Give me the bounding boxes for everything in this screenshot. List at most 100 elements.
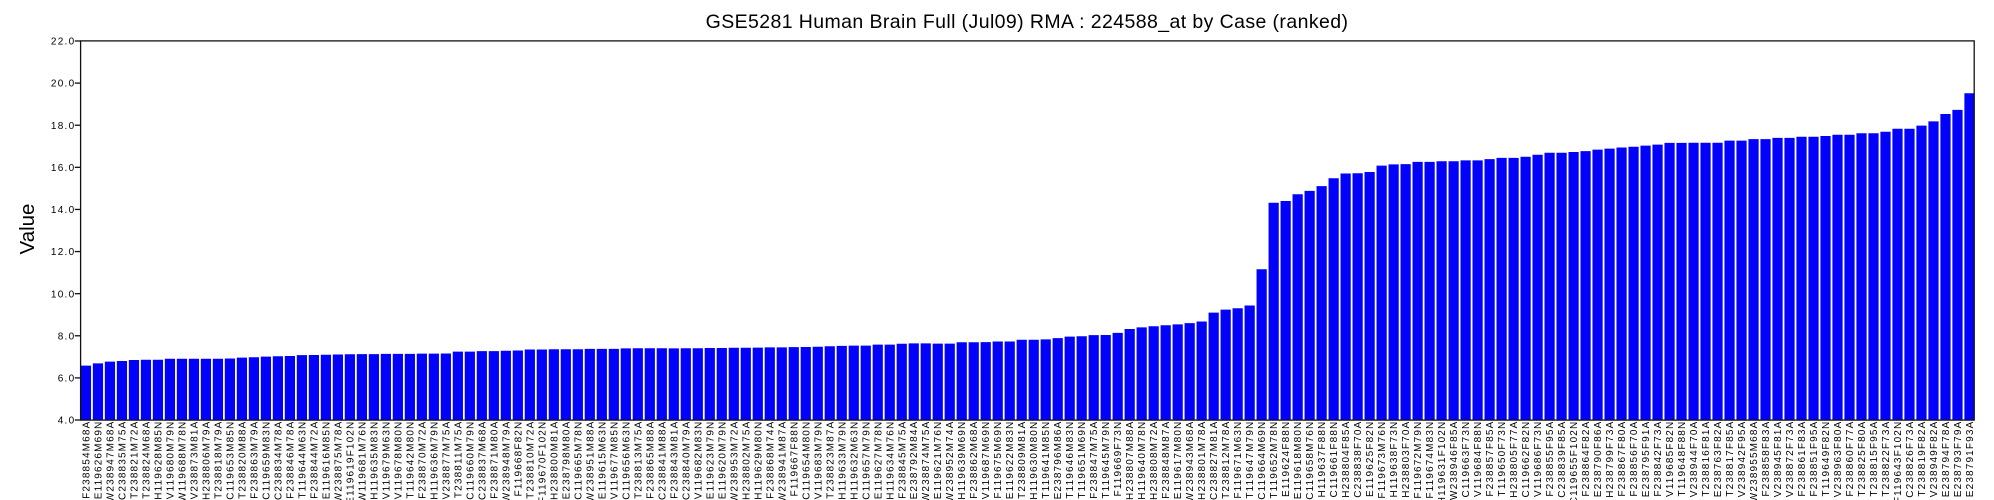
svg-text:F238848M87A: F238848M87A [1161,421,1172,499]
svg-text:10.0: 10.0 [51,289,76,300]
svg-text:C119657M79N: C119657M79N [861,421,872,500]
svg-text:C119654M80N: C119654M80N [801,421,812,500]
svg-text:W238875M78A: W238875M78A [333,421,344,500]
svg-text:C119664M69N: C119664M69N [1257,421,1268,500]
svg-text:E238790F86A: E238790F86A [1593,421,1604,498]
svg-text:F119643F102N: F119643F102N [1893,421,1904,500]
svg-text:C119653M85N: C119653M85N [225,421,236,500]
svg-text:C119659M83N: C119659M83N [261,421,272,500]
svg-text:W238952M74A: W238952M74A [945,421,956,500]
svg-text:F119673M76N: F119673M76N [1377,421,1388,499]
svg-text:H119634M76N: H119634M76N [885,421,896,500]
svg-text:V119682M83N: V119682M83N [693,421,704,500]
svg-text:T238825F80A: T238825F80A [1857,421,1868,497]
svg-text:20.0: 20.0 [51,79,76,90]
svg-text:W238946F85A: W238946F85A [1449,421,1460,500]
svg-text:16.0: 16.0 [51,163,76,174]
svg-text:E238792M84A: E238792M84A [909,421,920,500]
svg-text:E238791F93A: E238791F93A [1965,421,1976,498]
svg-text:W238874M75A: W238874M75A [921,421,932,500]
svg-text:C238835M75A: C238835M75A [117,421,128,500]
svg-text:T238815F95A: T238815F95A [1869,421,1880,497]
svg-text:H238799F73A: H238799F73A [1605,421,1616,498]
svg-text:V119683M79N: V119683M79N [813,421,824,500]
svg-text:V119680M79N: V119680M79N [165,421,176,500]
svg-text:C238826F73A: C238826F73A [1905,421,1916,498]
svg-text:H119629M80N: H119629M80N [753,421,764,500]
svg-text:F238843M81A: F238843M81A [669,421,680,499]
svg-text:F238860F77A: F238860F77A [1845,421,1856,497]
svg-text:F119667F88N: F119667F88N [789,421,800,497]
svg-text:V238949F82A: V238949F82A [1929,421,1940,498]
svg-text:V238944F70A: V238944F70A [1689,421,1700,498]
svg-text:T119641M85N: T119641M85N [1041,421,1052,499]
svg-text:T119649F82N: T119649F82N [1821,421,1832,497]
svg-text:C119663F73N: C119663F73N [1461,421,1472,498]
svg-text:W238941M87A: W238941M87A [777,421,788,500]
svg-text:T238818M79A: T238818M79A [213,421,224,499]
svg-text:W238955M68A: W238955M68A [1749,421,1760,500]
svg-text:E238794F78A: E238794F78A [1941,421,1952,498]
svg-text:V238963F80A: V238963F80A [1833,421,1844,498]
svg-text:T238810M72A: T238810M72A [525,421,536,499]
svg-text:E119620M79N: E119620M79N [717,421,728,500]
svg-text:T119650F73N: T119650F73N [1497,421,1508,497]
svg-text:E238796M86A: E238796M86A [1053,421,1064,500]
svg-text:F119670F102N: F119670F102N [537,421,548,500]
svg-text:F238870M72A: F238870M72A [417,421,428,499]
svg-text:E119618M80N: E119618M80N [1293,421,1304,500]
svg-text:H119639M69N: H119639M69N [957,421,968,500]
svg-text:C119656M63N: C119656M63N [621,421,632,500]
svg-text:C238839F85A: C238839F85A [1557,421,1568,498]
svg-text:4.0: 4.0 [58,416,76,427]
svg-text:V119685F82N: V119685F82N [1665,421,1676,497]
svg-text:T238823M87A: T238823M87A [825,421,836,499]
svg-text:C238841M88A: C238841M88A [657,421,668,500]
svg-text:F238851F95A: F238851F95A [1809,421,1820,497]
svg-text:H238801M78A: H238801M78A [1197,421,1208,500]
svg-text:F238871M80A: F238871M80A [489,421,500,499]
svg-text:H238802M75A: H238802M75A [741,421,752,500]
svg-text:F238862M68A: F238862M68A [969,421,980,499]
svg-text:H238806M79A: H238806M79A [201,421,212,500]
svg-text:F238868M74A: F238868M74A [765,421,776,499]
svg-text:E238763F82A: E238763F82A [1713,421,1724,498]
svg-text:E238795F91A: E238795F91A [1641,421,1652,498]
svg-text:V119679M63N: V119679M63N [381,421,392,500]
svg-text:H119632M63N: H119632M63N [849,421,860,500]
svg-text:C119660M79N: C119660M79N [465,421,476,500]
svg-text:E119616M85N: E119616M85N [321,421,332,500]
svg-text:T238821M72A: T238821M72A [129,421,140,499]
svg-text:T119645M79N: T119645M79N [1101,421,1112,499]
svg-text:H238805F77A: H238805F77A [1509,421,1520,498]
svg-text:H119636M79N: H119636M79N [429,421,440,500]
svg-text:T238817F85A: T238817F85A [1725,421,1736,497]
svg-text:E119626M69N: E119626M69N [93,421,104,500]
svg-text:T238812M78A: T238812M78A [1221,421,1232,499]
svg-text:6.0: 6.0 [58,373,76,384]
svg-text:E119619F102N: E119619F102N [345,421,356,500]
svg-text:T119642M80N: T119642M80N [405,421,416,499]
svg-text:H119638F73N: H119638F73N [1389,421,1400,498]
svg-text:F238864F82A: F238864F82A [1581,421,1592,497]
svg-text:T238820M88A: T238820M88A [237,421,248,499]
svg-text:C119658M76N: C119658M76N [1305,421,1316,500]
svg-text:W238953M72A: W238953M72A [729,421,740,500]
svg-text:H238807M88A: H238807M88A [1125,421,1136,500]
svg-text:V119684F88N: V119684F88N [1473,421,1484,497]
svg-text:E119622M83N: E119622M83N [1005,421,1016,500]
svg-text:T238816F81A: T238816F81A [1701,421,1712,497]
svg-text:H119637F88N: H119637F88N [1317,421,1328,498]
svg-text:E238793F79A: E238793F79A [1953,421,1964,498]
svg-text:H119630M80N: H119630M80N [1029,421,1040,500]
svg-text:F119675M69N: F119675M69N [993,421,1004,499]
svg-text:T119652M78N: T119652M78N [1269,421,1280,499]
svg-text:F238844M72A: F238844M72A [309,421,320,499]
svg-text:C119662F82N: C119662F82N [1521,421,1532,498]
svg-text:H119631F102N: H119631F102N [1437,421,1448,500]
svg-text:F119668F82N: F119668F82N [513,421,524,497]
svg-text:V119687M69N: V119687M69N [981,421,992,500]
svg-text:T238811M75A: T238811M75A [453,421,464,499]
svg-text:F238856F70A: F238856F70A [1629,421,1640,497]
svg-text:E119627M78N: E119627M78N [873,421,884,500]
